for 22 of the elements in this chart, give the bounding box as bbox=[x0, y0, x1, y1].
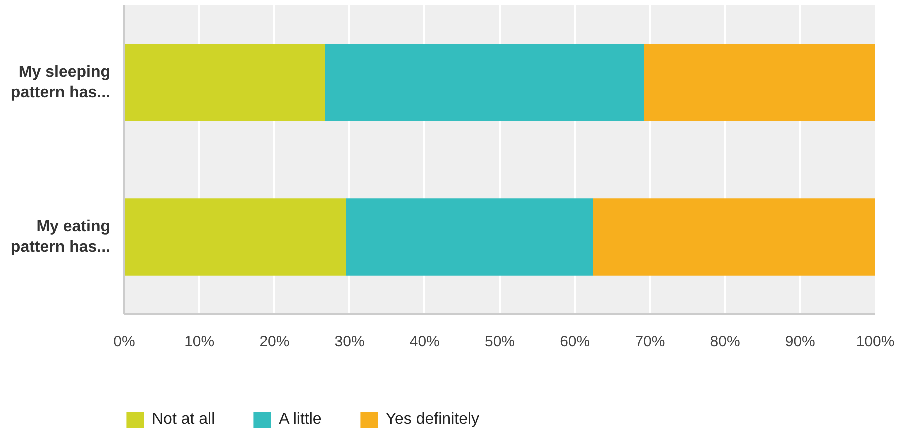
bar bbox=[346, 198, 594, 276]
bar bbox=[644, 44, 876, 122]
legend-label: A little bbox=[279, 411, 322, 429]
x-tick-label: 80% bbox=[710, 334, 740, 350]
y-tick-label: My eating pattern has... bbox=[10, 218, 111, 256]
x-tick-label: 50% bbox=[484, 334, 516, 350]
bar bbox=[325, 44, 644, 122]
x-tick-label: 60% bbox=[560, 334, 590, 350]
x-tick-label: 10% bbox=[184, 334, 215, 350]
legend-label: Not at all bbox=[152, 411, 216, 429]
x-tick-label: 30% bbox=[334, 334, 365, 350]
x-tick-label: 40% bbox=[410, 334, 440, 350]
bar bbox=[593, 198, 876, 276]
x-tick-label: 70% bbox=[635, 334, 666, 350]
legend-label: Yes definitely bbox=[386, 411, 480, 429]
x-tick-label: 0% bbox=[114, 334, 136, 350]
bar bbox=[124, 44, 326, 122]
x-tick-label: 20% bbox=[260, 334, 290, 350]
y-tick-label: My sleeping pattern has... bbox=[10, 64, 110, 102]
x-tick-label: 100% bbox=[856, 334, 895, 350]
bar bbox=[124, 198, 346, 276]
x-tick-label: 90% bbox=[785, 334, 816, 350]
